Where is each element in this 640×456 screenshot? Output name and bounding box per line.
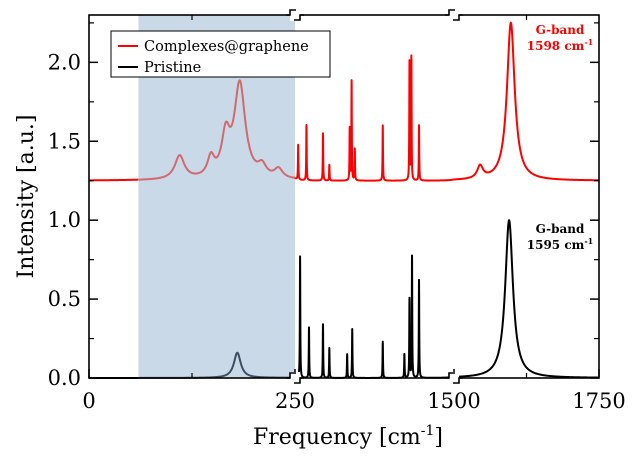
plot-frame (88, 14, 600, 379)
x-tick-label: 1500 (427, 389, 480, 413)
g-band-label: G-band (536, 23, 585, 37)
plot-border (88, 14, 600, 379)
x-tick-label: 250 (275, 389, 315, 413)
x-tick-label: 1750 (572, 389, 625, 413)
axis-break-mark (445, 9, 463, 21)
x-axis-title-end: ] (434, 425, 443, 450)
x-axis-title: Frequency [cm-1] (253, 423, 443, 450)
y-tick-label: 2.0 (48, 50, 81, 74)
x-tick-label: 0 (82, 389, 95, 413)
axis-break-gap (290, 372, 300, 384)
y-tick-label: 1.0 (48, 208, 81, 232)
axis-break-marks (286, 9, 463, 384)
g-band-frequency-label: 1598 cm-1 (527, 37, 593, 53)
y-tick-label: 0.5 (48, 287, 81, 311)
g-band-unit-superscript: -1 (584, 37, 593, 47)
g-band-label: G-band (536, 222, 585, 236)
legend-label: Complexes@graphene (144, 39, 309, 55)
series-line-complexes-seg-2 (294, 21, 600, 182)
g-band-frequency-label: 1595 cm-1 (527, 236, 593, 252)
y-axis-title: Intensity [a.u.] (14, 115, 39, 279)
axis-ticks: 0.0 0.5 1.0 1.5 2.0 0 250 1500 1750 (48, 15, 626, 413)
axis-break-gap (290, 9, 300, 21)
axis-break-mark (445, 372, 463, 384)
legend: Complexes@graphene Pristine (110, 30, 331, 78)
series-line-complexes-seg-1 (137, 79, 296, 181)
series-line-complexes-seg-0 (88, 178, 139, 182)
axis-break-mark (286, 9, 304, 21)
y-tick-label: 0.0 (48, 366, 81, 390)
axis-break-gap (449, 9, 459, 21)
legend-label: Pristine (144, 60, 201, 76)
x-axis-title-superscript: -1 (421, 423, 435, 439)
g-band-unit-superscript: -1 (584, 236, 593, 246)
y-tick-label: 1.5 (48, 129, 81, 153)
axis-break-mark (286, 372, 304, 384)
axis-break-gap (449, 372, 459, 384)
legend-box (110, 30, 331, 78)
axis-titles: Frequency [cm-1] Intensity [a.u.] (14, 115, 443, 450)
